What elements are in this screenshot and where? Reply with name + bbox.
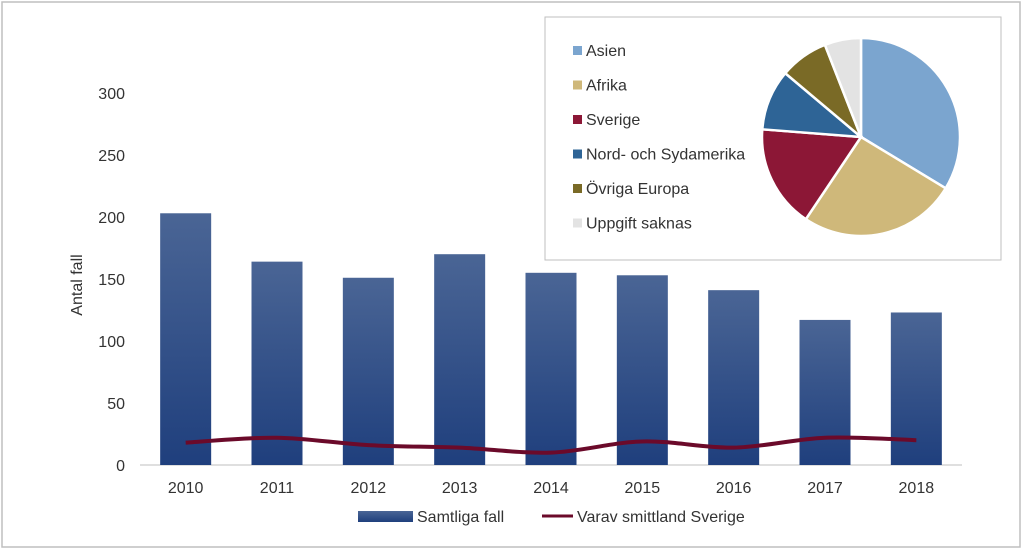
- bar: [525, 272, 577, 465]
- bar: [890, 312, 942, 465]
- legend-label-line: Varav smittland Sverige: [577, 509, 745, 526]
- y-tick-label: 250: [98, 148, 125, 165]
- pie-slice: [823, 36, 863, 138]
- main-legend: Samtliga fall Varav smittland Sverige: [358, 509, 745, 526]
- pie-legend-swatch: [573, 80, 582, 90]
- pie-inset: Asien Afrika Sverige Nord- och Sydamerika Öv…: [544, 16, 1002, 261]
- pie-legend-swatch: [573, 115, 582, 124]
- y-tick-label: 50: [107, 396, 125, 413]
- pie-legend-label: Nord- och Sydamerika: [586, 147, 745, 164]
- x-tick-label: 2013: [442, 480, 478, 497]
- bar: [251, 261, 303, 465]
- bar: [799, 319, 851, 465]
- y-tick-label: 300: [98, 86, 125, 103]
- pie-slices: [760, 36, 962, 238]
- x-axis-ticks: 2010 2011 2012 2013 2014 2015 2016 2017 2018: [168, 480, 934, 497]
- bar: [616, 275, 668, 465]
- y-tick-label: 0: [116, 458, 125, 475]
- bar: [434, 254, 486, 465]
- pie-legend-swatch: [573, 149, 582, 159]
- y-tick-label: 100: [98, 334, 125, 351]
- legend-label-bars: Samtliga fall: [417, 509, 504, 526]
- pie-legend-label: Asien: [586, 43, 626, 60]
- pie-legend-swatch: [573, 218, 582, 228]
- pie-legend-swatch: [573, 46, 582, 55]
- pie-slice: [804, 135, 948, 238]
- x-tick-label: 2015: [625, 480, 661, 497]
- bar: [160, 213, 212, 465]
- x-tick-label: 2012: [351, 480, 387, 497]
- x-tick-label: 2016: [716, 480, 752, 497]
- pie-legend-label: Sverige: [586, 112, 640, 129]
- x-tick-label: 2010: [168, 480, 204, 497]
- y-axis-ticks: 0 50 100 150 200 250 300: [98, 86, 125, 475]
- pie-legend-label: Afrika: [586, 78, 627, 95]
- pie-legend-swatch: [573, 184, 582, 193]
- x-tick-label: 2018: [899, 480, 935, 497]
- y-axis-label: Antal fall: [69, 254, 86, 315]
- x-tick-label: 2017: [807, 480, 843, 497]
- bar: [342, 277, 394, 465]
- pie-legend: Asien Afrika Sverige Nord- och Sydamerika Öv…: [573, 43, 745, 233]
- pie-legend-label: Övriga Europa: [586, 180, 689, 198]
- x-tick-label: 2011: [260, 480, 295, 497]
- pie-slice: [760, 127, 864, 221]
- bar: [708, 290, 760, 465]
- bars: [160, 213, 942, 465]
- y-tick-label: 150: [98, 272, 125, 289]
- legend-swatch-bars: [358, 511, 413, 522]
- line-series-path: [185, 435, 917, 455]
- line-series: [185, 435, 917, 455]
- pie-legend-label: Uppgift saknas: [586, 216, 692, 233]
- y-tick-label: 200: [98, 210, 125, 227]
- x-tick-label: 2014: [533, 480, 569, 497]
